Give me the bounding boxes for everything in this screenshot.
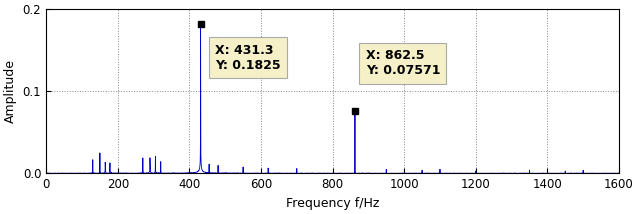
X-axis label: Frequency f/Hz: Frequency f/Hz	[286, 197, 379, 210]
Y-axis label: Amplitude: Amplitude	[4, 59, 17, 123]
Text: X: 862.5
Y: 0.07571: X: 862.5 Y: 0.07571	[366, 49, 440, 77]
Text: X: 431.3
Y: 0.1825: X: 431.3 Y: 0.1825	[215, 44, 281, 72]
